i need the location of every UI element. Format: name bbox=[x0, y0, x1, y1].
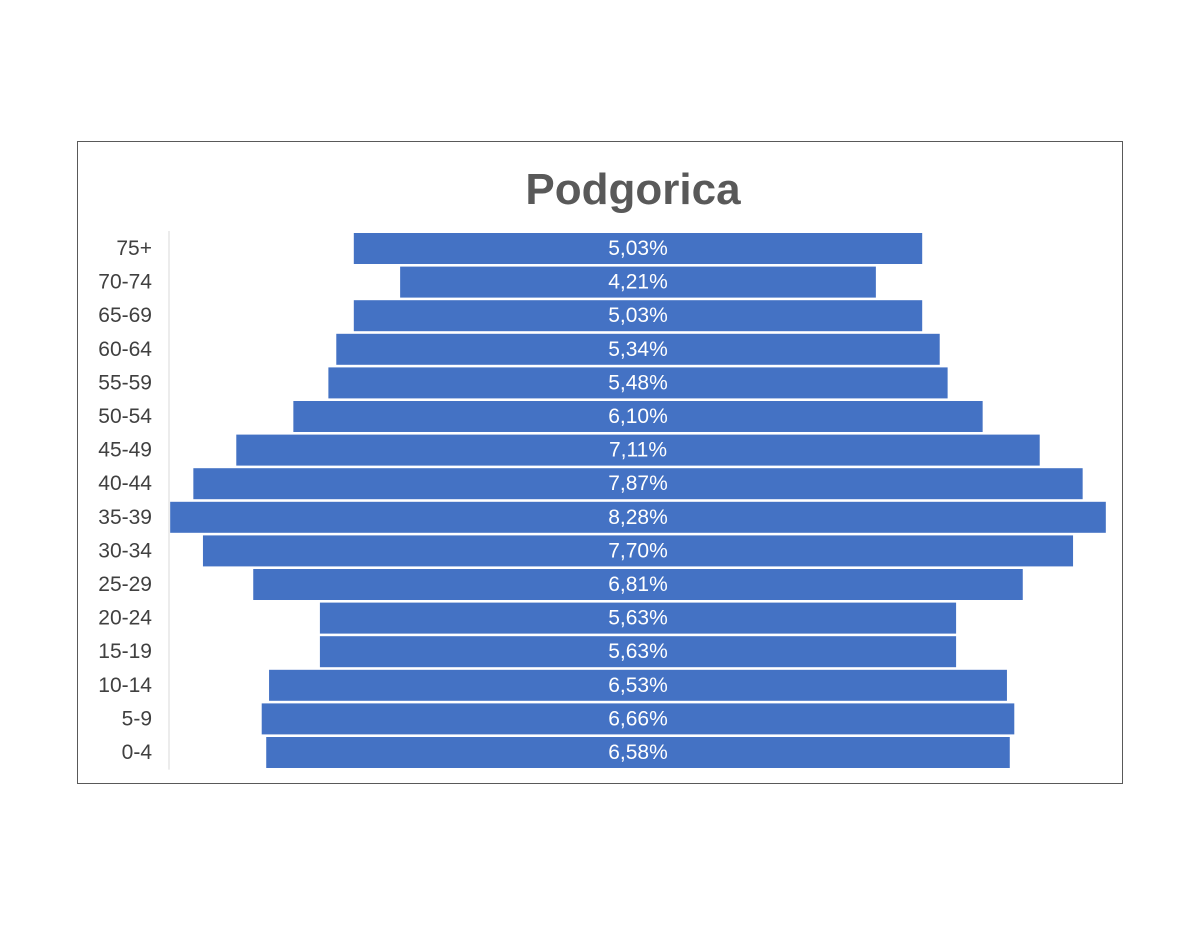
bars-group bbox=[170, 233, 1106, 768]
category-tick-label: 0-4 bbox=[122, 741, 153, 764]
data-label: 5,63% bbox=[608, 607, 668, 630]
category-tick-label: 50-54 bbox=[98, 405, 152, 428]
category-tick-label: 75+ bbox=[116, 237, 152, 260]
bar-25-29 bbox=[253, 569, 1023, 600]
category-tick-label: 40-44 bbox=[98, 472, 152, 495]
category-tick-label: 55-59 bbox=[98, 371, 152, 394]
bar-0-4 bbox=[266, 737, 1010, 768]
bar-70-74 bbox=[400, 266, 876, 298]
category-tick-label: 65-69 bbox=[98, 304, 152, 327]
category-tick-label: 20-24 bbox=[98, 607, 152, 630]
bar-60-64 bbox=[336, 333, 940, 365]
data-label: 7,11% bbox=[609, 439, 667, 462]
data-label: 5,03% bbox=[608, 237, 668, 260]
category-tick-label: 70-74 bbox=[98, 271, 152, 294]
category-tick-label: 60-64 bbox=[98, 338, 152, 361]
category-tick-label: 15-19 bbox=[98, 640, 152, 663]
bar-10-14 bbox=[269, 669, 1007, 701]
data-label: 5,48% bbox=[608, 371, 668, 394]
data-label: 8,28% bbox=[608, 506, 668, 529]
category-tick-label: 10-14 bbox=[98, 674, 152, 697]
chart-frame: Podgorica 75+ 70-74 65-69 60-64 55-59 50-54 45… bbox=[77, 141, 1123, 784]
bar-40-44 bbox=[193, 468, 1083, 500]
bar-15-19 bbox=[319, 636, 957, 668]
bar-55-59 bbox=[328, 367, 948, 399]
bar-65-69 bbox=[353, 300, 923, 332]
bar-50-54 bbox=[293, 401, 983, 432]
category-tick-label: 25-29 bbox=[98, 573, 152, 596]
data-label: 6,53% bbox=[608, 674, 668, 697]
data-label: 6,58% bbox=[608, 741, 668, 764]
data-label: 5,63% bbox=[608, 640, 668, 663]
category-tick-label: 30-34 bbox=[98, 539, 152, 562]
data-label: 7,87% bbox=[608, 472, 668, 495]
data-label: 5,34% bbox=[608, 338, 668, 361]
bar-5-9 bbox=[261, 703, 1015, 735]
bar-75+ bbox=[353, 233, 923, 264]
category-tick-label: 35-39 bbox=[98, 506, 152, 529]
category-tick-label: 45-49 bbox=[98, 439, 152, 462]
data-label: 5,03% bbox=[608, 304, 668, 327]
bar-20-24 bbox=[319, 602, 957, 634]
category-tick-labels: 75+ 70-74 65-69 60-64 55-59 50-54 45-49 40-44 35… bbox=[98, 237, 152, 764]
data-labels: 5,03% 4,21% 5,03% 5,34% 5,48% 6,10% 7,11% 7,87%… bbox=[608, 237, 668, 764]
data-label: 6,66% bbox=[608, 707, 668, 730]
data-label: 4,21% bbox=[608, 271, 668, 294]
population-pyramid-chart: Podgorica 75+ 70-74 65-69 60-64 55-59 50-54 45… bbox=[98, 165, 1106, 770]
bar-30-34 bbox=[202, 535, 1074, 567]
chart-title: Podgorica bbox=[525, 165, 741, 214]
bar-45-49 bbox=[236, 434, 1040, 466]
data-label: 6,81% bbox=[608, 573, 668, 596]
data-label: 6,10% bbox=[608, 405, 668, 428]
bar-35-39 bbox=[170, 501, 1106, 533]
data-label: 7,70% bbox=[608, 539, 668, 562]
category-tick-label: 5-9 bbox=[122, 707, 152, 730]
